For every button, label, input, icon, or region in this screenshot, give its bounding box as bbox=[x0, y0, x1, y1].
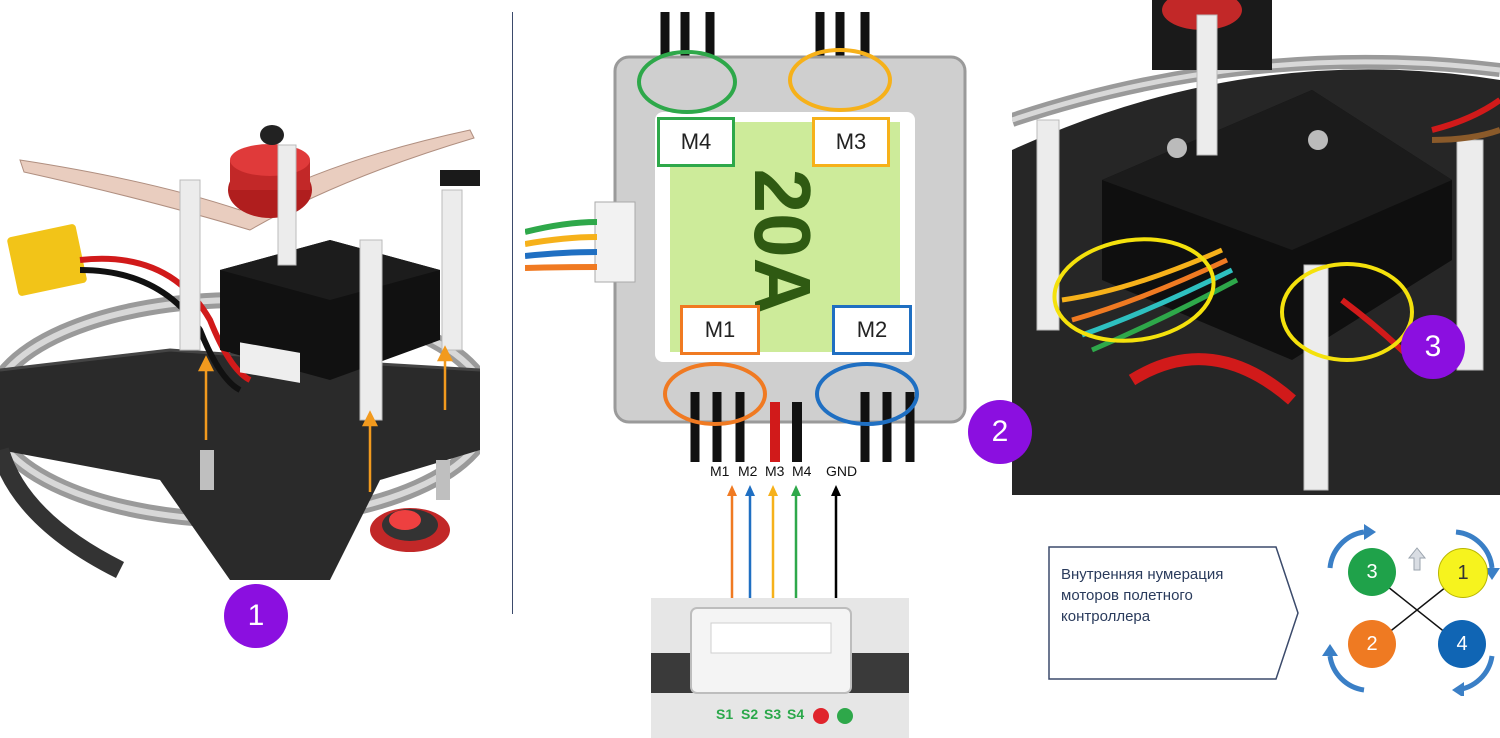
esc-label-m2: M2 bbox=[832, 305, 912, 355]
esc-board-photo: 20A bbox=[525, 12, 980, 462]
step-badge-3: 3 bbox=[1401, 315, 1465, 379]
rotation-arrow-motor-3 bbox=[1327, 529, 1365, 569]
mount-arrows bbox=[197, 345, 454, 492]
wire-label-m2: M2 bbox=[738, 463, 758, 479]
pin-label-s2: S2 bbox=[741, 706, 759, 722]
drone-frame-illustration bbox=[0, 125, 480, 580]
motor-4: 4 bbox=[1438, 620, 1486, 668]
pin-label-s3: S3 bbox=[764, 706, 782, 722]
connector-photo bbox=[651, 598, 909, 738]
svg-text:20A: 20A bbox=[738, 169, 827, 316]
esc-label-m1: M1 bbox=[680, 305, 760, 355]
esc-label-m3: M3 bbox=[812, 117, 890, 167]
drone-frame-photo bbox=[0, 120, 480, 580]
callout-text: Внутренняя нумерация моторов полетного к… bbox=[1061, 566, 1224, 625]
wire-label-m4: M4 bbox=[792, 463, 812, 479]
motor-1: 1 bbox=[1438, 548, 1488, 598]
esc-illustration: 20A bbox=[525, 12, 980, 462]
wire-arrows bbox=[727, 485, 841, 598]
pin-label-s1: S1 bbox=[716, 706, 734, 722]
callout-box bbox=[1048, 546, 1299, 680]
step-badge-1: 1 bbox=[224, 584, 288, 648]
pin-label-s4: S4 bbox=[787, 706, 805, 722]
wire-label-gnd: GND bbox=[826, 463, 858, 479]
wire-label-m1: M1 bbox=[710, 463, 730, 479]
step-badge-2: 2 bbox=[968, 400, 1032, 464]
section-divider bbox=[512, 12, 513, 614]
motor-layout-diagram bbox=[1322, 524, 1500, 696]
rotation-arrow-motor-2 bbox=[1327, 655, 1365, 693]
rotation-arrow-motor-1 bbox=[1455, 529, 1495, 569]
esc-label-m4: M4 bbox=[657, 117, 735, 167]
wire-label-m3: M3 bbox=[765, 463, 785, 479]
motor-2: 2 bbox=[1348, 620, 1396, 668]
flight-controller-photo bbox=[1012, 0, 1500, 495]
motor-3: 3 bbox=[1348, 548, 1396, 596]
